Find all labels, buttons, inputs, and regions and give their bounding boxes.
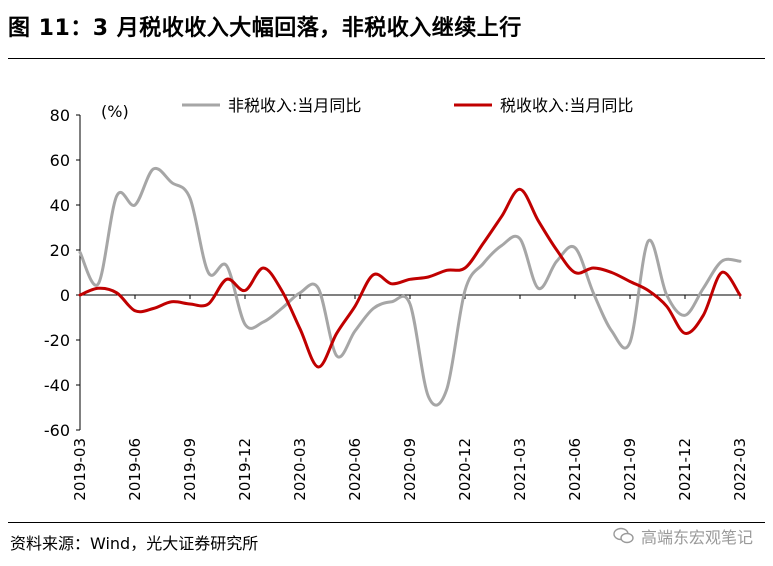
figure-title: 图 11：3 月税收收入大幅回落，非税收入继续上行 [8,16,522,41]
chart-legend: 非税收入:当月同比 税收收入:当月同比 [182,96,633,115]
legend-item-tax: 税收收入:当月同比 [454,96,633,115]
title-rule [8,58,765,59]
y-tick-label: -20 [44,331,70,350]
x-tick-label: 2021-12 [676,438,694,501]
x-tick-label: 2020-12 [456,438,474,501]
source-note: 资料来源：Wind，光大证券研究所 [10,534,259,553]
y-tick-label: 20 [50,241,70,260]
x-tick-label: 2019-03 [71,438,89,501]
series-line-tax [78,187,742,369]
x-tick-label: 2019-06 [126,438,144,501]
legend-label: 税收收入:当月同比 [500,96,633,115]
x-tick-label: 2021-09 [621,438,639,501]
y-tick-label: 60 [50,151,70,170]
x-tick-label: 2020-09 [401,438,419,501]
y-unit-label: (%) [101,102,129,121]
y-tick-label: -40 [44,376,70,395]
y-tick-label: 80 [50,106,70,125]
x-tick-label: 2021-03 [511,438,529,501]
legend-item-nontax: 非税收入:当月同比 [182,96,361,115]
source-rule [8,522,765,523]
wechat-icon [613,527,634,544]
x-tick-label: 2022-03 [731,438,749,501]
watermark-text: 高端东宏观笔记 [640,528,753,547]
x-tick-label: 2020-03 [291,438,309,501]
x-tick-label: 2019-12 [236,438,254,501]
series-line-nontax [78,166,742,407]
x-tick-label: 2019-09 [181,438,199,501]
y-tick-label: 0 [60,286,70,305]
y-tick-label: 40 [50,196,70,215]
legend-label: 非税收入:当月同比 [228,96,361,115]
x-tick-label: 2020-06 [346,438,364,501]
x-tick-label: 2021-06 [566,438,584,501]
watermark: 高端东宏观笔记 [613,524,753,548]
y-tick-label: -60 [44,421,70,440]
chart-series [78,166,742,407]
